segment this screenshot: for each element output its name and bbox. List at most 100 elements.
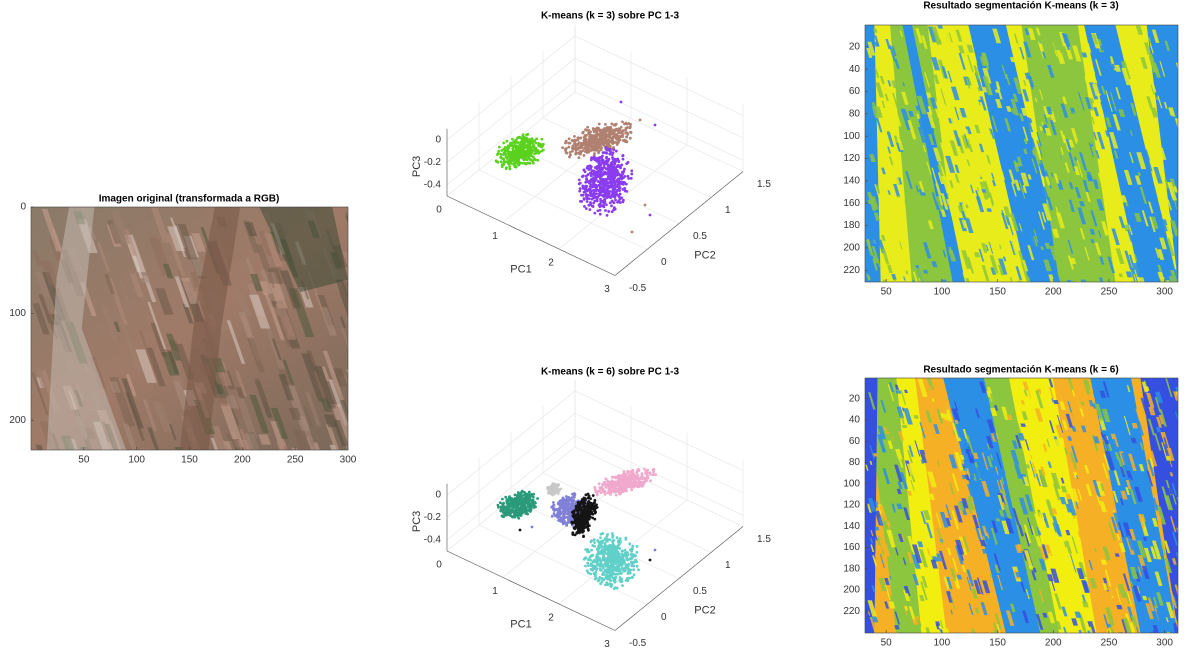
- point: [605, 540, 608, 543]
- point: [592, 544, 595, 547]
- y-tick-label: 0: [661, 257, 667, 268]
- point: [590, 149, 593, 152]
- point: [522, 133, 525, 136]
- y-tick-label: 1: [725, 560, 731, 571]
- point: [612, 480, 615, 483]
- point: [534, 158, 537, 161]
- point: [608, 196, 611, 199]
- axis-line: [615, 172, 743, 276]
- point: [590, 165, 593, 168]
- point: [541, 138, 544, 141]
- point: [628, 570, 631, 573]
- point: [633, 561, 636, 564]
- point: [617, 552, 620, 555]
- point: [615, 135, 618, 138]
- point: [611, 562, 614, 565]
- point: [602, 550, 605, 553]
- point: [625, 551, 628, 554]
- point: [579, 187, 582, 190]
- point: [590, 172, 593, 175]
- x-tick-label: 250: [287, 455, 304, 466]
- point: [613, 176, 616, 179]
- point: [589, 555, 592, 558]
- point: [574, 139, 577, 142]
- point: [588, 551, 591, 554]
- point: [609, 489, 612, 492]
- point: [601, 168, 604, 171]
- point: [619, 537, 622, 540]
- y-tick-label: 40: [849, 64, 861, 75]
- point: [507, 144, 510, 147]
- x-tick-label: 300: [1156, 287, 1173, 298]
- point: [645, 479, 648, 482]
- point: [610, 583, 613, 586]
- point: [630, 488, 633, 491]
- point: [579, 150, 582, 153]
- point: [512, 162, 515, 165]
- point: [582, 197, 585, 200]
- point: [592, 502, 595, 505]
- point: [592, 202, 595, 205]
- chart-title: K-means (k = 3) sobre PC 1-3: [541, 11, 680, 22]
- point: [609, 177, 612, 180]
- point: [637, 568, 640, 571]
- y-tick-label: 1: [725, 205, 731, 216]
- terrain-patch: [42, 449, 55, 465]
- point: [505, 166, 508, 169]
- point: [605, 157, 608, 160]
- point: [592, 127, 595, 130]
- point: [629, 137, 632, 140]
- point: [627, 122, 630, 125]
- point: [563, 506, 566, 509]
- point: [596, 200, 599, 203]
- point: [517, 153, 520, 156]
- point: [563, 520, 566, 523]
- point: [504, 496, 507, 499]
- point: [519, 141, 522, 144]
- point: [622, 176, 625, 179]
- class-speckle: [899, 633, 906, 642]
- point: [590, 135, 593, 138]
- point: [575, 151, 578, 154]
- point: [630, 547, 633, 550]
- point-cloud: [497, 468, 657, 590]
- terrain-patch: [79, 447, 102, 490]
- point: [624, 480, 627, 483]
- point: [584, 505, 587, 508]
- point: [620, 126, 623, 129]
- point: [637, 468, 640, 471]
- point: [505, 155, 508, 158]
- point: [559, 500, 562, 503]
- class-speckle: [967, 631, 975, 650]
- point: [593, 572, 596, 575]
- point: [604, 178, 607, 181]
- point: [610, 204, 613, 207]
- point: [592, 176, 595, 179]
- y-tick-label: 120: [843, 153, 860, 164]
- point: [605, 180, 608, 183]
- x-tick-label: 150: [181, 455, 198, 466]
- x-tick-label: 300: [340, 455, 357, 466]
- point: [587, 147, 590, 150]
- point: [601, 133, 604, 136]
- point: [522, 147, 525, 150]
- point: [588, 197, 591, 200]
- point: [610, 184, 613, 187]
- point: [586, 126, 589, 129]
- x-tick-label: 0: [436, 205, 442, 216]
- point: [520, 492, 523, 495]
- x-tick-label: 50: [881, 287, 893, 298]
- point: [503, 506, 506, 509]
- point: [606, 196, 609, 199]
- point: [611, 536, 614, 539]
- point: [515, 157, 518, 160]
- point: [590, 568, 593, 571]
- point: [616, 556, 619, 559]
- point: [620, 182, 623, 185]
- point: [609, 126, 612, 129]
- point: [524, 509, 527, 512]
- point: [584, 515, 587, 518]
- point: [532, 162, 535, 165]
- x-tick-label: 2: [548, 613, 554, 624]
- z-tick-label: -0.4: [424, 534, 442, 545]
